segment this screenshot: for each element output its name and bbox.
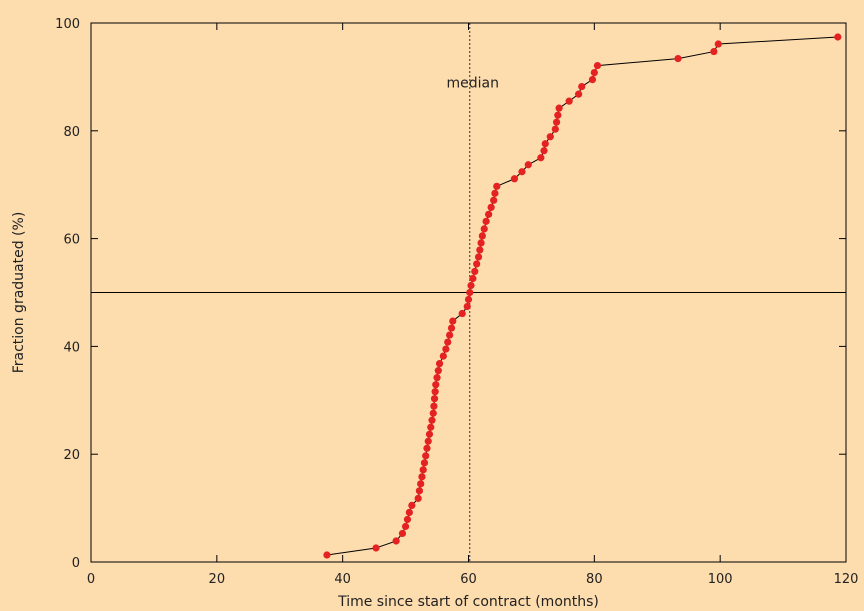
data-point <box>398 529 407 538</box>
axis-ticks: 0 20 40 60 80 100 120 0 20 40 60 80 100 <box>55 17 858 587</box>
data-point <box>429 409 437 417</box>
data-point <box>490 196 498 204</box>
data-point <box>540 147 548 155</box>
data-point <box>467 281 475 290</box>
data-point <box>392 537 400 545</box>
data-point <box>458 309 466 318</box>
data-point <box>518 168 526 176</box>
data-point <box>420 459 429 467</box>
data-point <box>537 154 545 162</box>
data-point <box>434 367 442 375</box>
data-point <box>578 83 586 91</box>
data-point <box>477 239 485 247</box>
data-point <box>463 302 471 311</box>
data-point <box>422 452 430 460</box>
data-point <box>464 295 473 304</box>
data-point <box>447 324 456 332</box>
data-point <box>418 473 426 481</box>
data-point <box>541 140 549 148</box>
data-point <box>439 352 447 360</box>
data-point <box>425 430 434 438</box>
data-point <box>430 395 439 403</box>
data-point <box>444 338 452 346</box>
series-line-group <box>326 36 838 556</box>
data-point <box>588 75 597 84</box>
data-point <box>565 97 573 105</box>
data-point <box>480 225 488 233</box>
y-tick-label: 80 <box>63 125 80 140</box>
data-point <box>432 381 440 389</box>
data-point <box>431 388 439 396</box>
data-point <box>714 40 722 48</box>
data-point <box>593 61 602 70</box>
y-tick-label: 0 <box>72 556 80 571</box>
data-point <box>433 374 441 382</box>
data-point <box>487 203 495 211</box>
series-markers <box>323 33 842 559</box>
data-point <box>408 501 416 510</box>
data-point <box>430 402 438 410</box>
plot-frame <box>90 22 847 563</box>
data-point <box>442 345 450 353</box>
x-tick-label: 20 <box>209 572 226 587</box>
data-point <box>478 232 486 240</box>
data-point <box>435 360 444 368</box>
median-annotation: median <box>447 75 499 91</box>
data-point <box>471 267 479 276</box>
data-point <box>427 423 435 431</box>
data-point <box>510 175 519 183</box>
data-point <box>834 33 842 41</box>
series-line <box>326 36 838 556</box>
data-point <box>590 68 598 77</box>
data-point <box>552 118 561 126</box>
data-point <box>469 274 477 283</box>
x-tick-label: 80 <box>586 572 603 587</box>
data-point <box>674 54 682 63</box>
data-point <box>491 189 499 197</box>
data-point <box>551 125 559 133</box>
data-point <box>710 47 718 56</box>
x-tick-label: 100 <box>708 572 733 587</box>
data-point <box>476 246 484 254</box>
data-point <box>449 317 457 325</box>
data-point <box>323 551 331 559</box>
data-point <box>555 104 563 112</box>
data-point <box>575 90 583 98</box>
x-axis-label: Time since start of contract (months) <box>337 594 599 610</box>
x-tick-label: 120 <box>834 572 859 587</box>
data-point <box>419 466 427 474</box>
data-point <box>417 480 425 488</box>
y-tick-label: 100 <box>55 17 80 32</box>
y-tick-label: 60 <box>63 233 80 248</box>
y-tick-label: 20 <box>63 448 80 463</box>
data-point <box>493 182 501 190</box>
data-point <box>554 111 562 119</box>
y-axis-label: Fraction graduated (%) <box>11 212 27 374</box>
data-point <box>372 544 380 552</box>
data-point <box>524 161 532 169</box>
data-point <box>414 494 422 502</box>
data-point <box>485 210 493 218</box>
data-point <box>446 331 454 339</box>
data-point <box>401 522 410 531</box>
data-point <box>423 444 431 452</box>
data-point <box>466 288 474 297</box>
x-tick-label: 0 <box>87 572 95 587</box>
data-point <box>428 416 436 424</box>
x-tick-label: 60 <box>460 572 477 587</box>
data-point <box>405 508 413 517</box>
x-tick-label: 40 <box>334 572 351 587</box>
data-point <box>415 487 424 495</box>
data-point <box>482 217 490 225</box>
data-point <box>424 437 432 445</box>
y-tick-label: 40 <box>63 340 80 355</box>
data-point <box>403 515 412 524</box>
data-point <box>546 133 554 141</box>
data-point <box>474 253 483 261</box>
data-point <box>473 260 481 268</box>
